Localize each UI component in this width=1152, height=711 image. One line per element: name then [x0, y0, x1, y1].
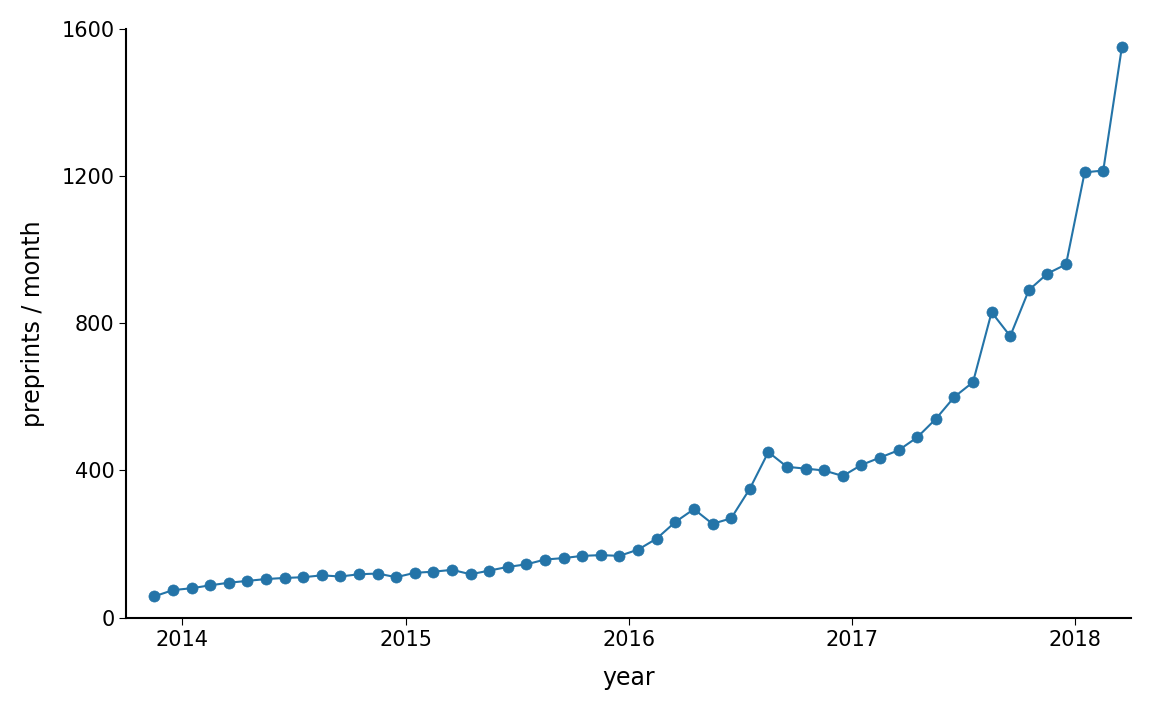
X-axis label: year: year [602, 666, 655, 690]
Y-axis label: preprints / month: preprints / month [21, 220, 45, 427]
